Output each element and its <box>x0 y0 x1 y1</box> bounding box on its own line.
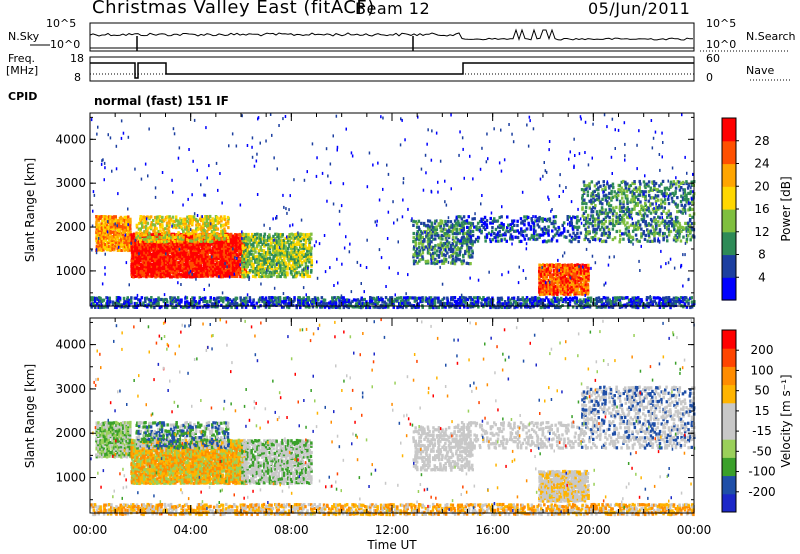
y-tick-label: 2000 <box>55 426 86 440</box>
y-tick-label: 3000 <box>55 382 86 396</box>
y-tick-label: 4000 <box>55 338 86 352</box>
y-tick-label: 3000 <box>55 176 86 190</box>
date-label: 05/Jun/2011 <box>588 0 690 18</box>
beam-label: Beam 12 <box>355 0 430 18</box>
noise-sky-label: N.Sky <box>8 30 39 43</box>
freq-tick-top: 18 <box>70 52 84 65</box>
colorbar-tick-label: 12 <box>754 225 769 239</box>
colorbar-tick-label: -15 <box>752 424 772 438</box>
radar-summary-plot: 1000200030004000Slant Range [km] 1000200… <box>0 0 800 554</box>
x-axis-label: Time UT <box>366 538 417 552</box>
y-axis-label: Slant Range [km] <box>23 158 37 262</box>
x-tick-label: 12:00 <box>375 523 410 537</box>
noise-right-tick-top: 10^5 <box>706 17 736 30</box>
y-axis-label: Slant Range [km] <box>23 364 37 468</box>
noise-search-label: N.Search <box>746 30 796 43</box>
noise-panel <box>30 23 790 51</box>
noise-left-tick-bottom: 10^0 <box>50 38 80 51</box>
colorbar-label: Velocity [m s⁻¹] <box>779 374 793 467</box>
x-tick-label: 08:00 <box>274 523 309 537</box>
frequency-panel <box>90 57 790 81</box>
y-tick-label: 1000 <box>55 264 86 278</box>
colorbar-tick-label: 4 <box>758 270 766 284</box>
y-tick-label: 1000 <box>55 471 86 485</box>
nave-tick-top: 60 <box>706 52 720 65</box>
colorbar-tick-label: 100 <box>751 363 774 377</box>
colorbar-tick-label: 24 <box>754 157 769 171</box>
x-tick-label: 16:00 <box>475 523 510 537</box>
colorbar-tick-label: 200 <box>751 343 774 357</box>
colorbar-tick-label: 8 <box>758 248 766 262</box>
nave-label: Nave <box>746 64 774 77</box>
freq-tick-bottom: 8 <box>74 71 81 84</box>
power-colorbar: 4 8 12 16 20 24 28 Power [dB] <box>722 118 793 301</box>
freq-unit: [MHz] <box>6 64 38 77</box>
x-tick-label: 04:00 <box>173 523 208 537</box>
colorbar-label: Power [dB] <box>779 176 793 241</box>
colorbar-tick-label: 20 <box>754 179 769 193</box>
power-panel: 1000 2000 3000 4000 Slant Range [km] <box>23 113 696 309</box>
cpid-label: CPID <box>8 90 37 103</box>
x-tick-label: 00:00 <box>73 523 108 537</box>
nave-tick-bottom: 0 <box>706 71 713 84</box>
colorbar-tick-label: -200 <box>748 485 775 499</box>
velocity-panel: 1000 2000 3000 4000 Slant Range [km] 00:00 04:… <box>23 318 711 552</box>
y-tick-label: 2000 <box>55 220 86 234</box>
colorbar-tick-label: 50 <box>754 384 769 398</box>
x-tick-label: 20:00 <box>576 523 611 537</box>
station-title: Christmas Valley East (fitACF) <box>92 0 375 18</box>
colorbar-tick-label: 15 <box>754 404 769 418</box>
x-tick-label: 00:00 <box>677 523 712 537</box>
y-tick-label: 4000 <box>55 132 86 146</box>
noise-right-tick-bottom: 10^0 <box>706 38 736 51</box>
colorbar-tick-label: 28 <box>754 134 769 148</box>
colorbar-tick-label: 16 <box>754 202 769 216</box>
velocity-colorbar: -200 -100 -50 -15 15 50 100 200 Velocity [m s⁻¹] <box>722 330 793 513</box>
colorbar-tick-label: -50 <box>752 444 772 458</box>
noise-left-tick-top: 10^5 <box>46 17 76 30</box>
cpid-text: normal (fast) 151 IF <box>94 94 229 108</box>
colorbar-tick-label: -100 <box>748 465 775 479</box>
